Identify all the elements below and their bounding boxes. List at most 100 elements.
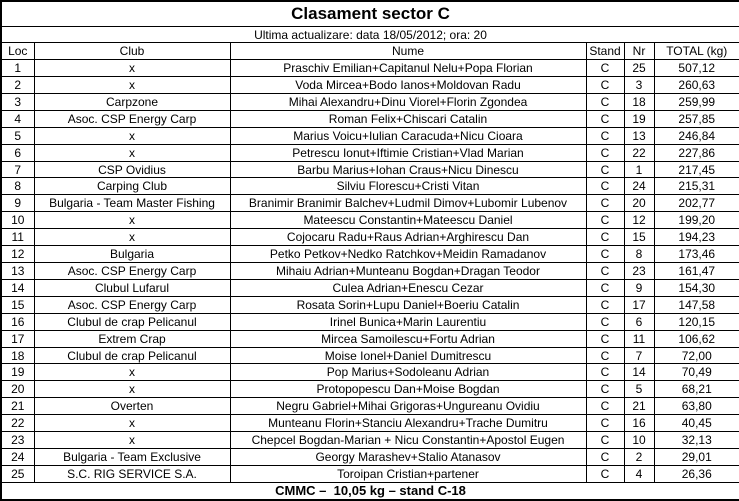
last-update-text: Ultima actualizare: data 18/05/2012; ora… <box>0 26 739 44</box>
nume-cell: Petrescu Ionut+Iftimie Cristian+Vlad Mar… <box>229 143 587 162</box>
nr-cell: 14 <box>623 363 655 382</box>
nr-cell: 12 <box>623 211 655 230</box>
nr-cell: 8 <box>623 245 655 264</box>
nume-cell: Roman Felix+Chiscari Catalin <box>229 109 587 128</box>
table-row: 21 Overten Negru Gabriel+Mihai Grigoras+Un… <box>0 397 739 416</box>
stand-cell: C <box>585 245 625 264</box>
stand-cell: C <box>585 431 625 449</box>
stand-cell: C <box>585 126 625 145</box>
nume-cell: Mateescu Constantin+Mateescu Daniel <box>229 211 587 230</box>
club-cell: CSP Ovidius <box>33 160 231 179</box>
loc-cell: 13 <box>0 262 35 280</box>
stand-cell: C <box>585 363 625 382</box>
loc-cell: 18 <box>0 346 35 365</box>
nr-cell: 18 <box>623 92 655 111</box>
total-cell: 120,15 <box>653 312 739 331</box>
nume-cell: Chepcel Bogdan-Marian + Nicu Constantin+… <box>229 431 587 449</box>
stand-cell: C <box>585 211 625 230</box>
nume-cell: Branimir Branimir Balchev+Ludmil Dimov+L… <box>229 194 587 213</box>
loc-cell: 19 <box>0 363 35 382</box>
total-cell: 70,49 <box>653 363 739 382</box>
table-row: 11 x Cojocaru Radu+Raus Adrian+Arghirescu … <box>0 228 739 247</box>
stand-cell: C <box>585 143 625 162</box>
loc-cell: 16 <box>0 312 35 331</box>
club-cell: Asoc. CSP Energy Carp <box>33 262 231 280</box>
stand-cell: C <box>585 278 625 297</box>
column-header-total: TOTAL (kg) <box>653 42 739 61</box>
total-cell: 147,58 <box>653 295 739 314</box>
loc-cell: 5 <box>0 126 35 145</box>
table-row: 14 Clubul Lufarul Culea Adrian+Enescu Ceza… <box>0 278 739 297</box>
nr-cell: 19 <box>623 109 655 128</box>
nume-cell: Irinel Bunica+Marin Laurentiu <box>229 312 587 331</box>
table-row: 19 x Pop Marius+Sodoleanu Adrian C 14 70,49 <box>0 363 739 382</box>
stand-cell: C <box>585 447 625 466</box>
nr-cell: 15 <box>623 228 655 247</box>
club-cell: Clubul de crap Pelicanul <box>33 312 231 331</box>
nume-cell: Petko Petkov+Nedko Ratchkov+Meidin Ramad… <box>229 245 587 264</box>
club-cell: Carpzone <box>33 92 231 111</box>
loc-cell: 12 <box>0 245 35 264</box>
table-row: 7 CSP Ovidius Barbu Marius+Iohan Craus+Nic… <box>0 160 739 179</box>
table-row: 22 x Munteanu Florin+Stanciu Alexandru+Tra… <box>0 414 739 433</box>
nr-cell: 13 <box>623 126 655 145</box>
table-row: 9 Bulgaria - Team Master Fishing Branimir … <box>0 194 739 213</box>
nr-cell: 2 <box>623 447 655 466</box>
nr-cell: 23 <box>623 262 655 280</box>
total-cell: 68,21 <box>653 380 739 399</box>
total-cell: 246,84 <box>653 126 739 145</box>
table-row: 2 x Voda Mircea+Bodo Ianos+Moldovan Radu C 3… <box>0 76 739 94</box>
table-row: 4 Asoc. CSP Energy Carp Roman Felix+Chisca… <box>0 109 739 128</box>
club-cell: Asoc. CSP Energy Carp <box>33 109 231 128</box>
nume-cell: Negru Gabriel+Mihai Grigoras+Ungureanu O… <box>229 397 587 416</box>
total-cell: 32,13 <box>653 431 739 449</box>
stand-cell: C <box>585 295 625 314</box>
loc-cell: 11 <box>0 228 35 247</box>
stand-cell: C <box>585 59 625 78</box>
loc-cell: 4 <box>0 109 35 128</box>
total-cell: 202,77 <box>653 194 739 213</box>
table-row: 13 Asoc. CSP Energy Carp Mihaiu Adrian+Mun… <box>0 262 739 280</box>
total-cell: 257,85 <box>653 109 739 128</box>
table-row: 3 Carpzone Mihai Alexandru+Dinu Viorel+Flo… <box>0 92 739 111</box>
nume-cell: Mihai Alexandru+Dinu Viorel+Florin Zgond… <box>229 92 587 111</box>
nume-cell: Toroipan Cristian+partener <box>229 464 587 483</box>
loc-cell: 7 <box>0 160 35 179</box>
nume-cell: Pop Marius+Sodoleanu Adrian <box>229 363 587 382</box>
total-cell: 154,30 <box>653 278 739 297</box>
total-cell: 194,23 <box>653 228 739 247</box>
club-cell: Extrem Crap <box>33 329 231 348</box>
nr-cell: 21 <box>623 397 655 416</box>
total-cell: 227,86 <box>653 143 739 162</box>
table-row: 5 x Marius Voicu+Iulian Caracuda+Nicu Cioa… <box>0 126 739 145</box>
nume-cell: Mircea Samoilescu+Fortu Adrian <box>229 329 587 348</box>
loc-cell: 2 <box>0 76 35 94</box>
loc-cell: 23 <box>0 431 35 449</box>
nr-cell: 10 <box>623 431 655 449</box>
club-cell: Carping Club <box>33 177 231 196</box>
stand-cell: C <box>585 464 625 483</box>
nr-cell: 22 <box>623 143 655 162</box>
nume-cell: Moise Ionel+Daniel Dumitrescu <box>229 346 587 365</box>
club-cell: Clubul Lufarul <box>33 278 231 297</box>
stand-cell: C <box>585 397 625 416</box>
nr-cell: 9 <box>623 278 655 297</box>
table-row: 17 Extrem Crap Mircea Samoilescu+Fortu Adr… <box>0 329 739 348</box>
nr-cell: 6 <box>623 312 655 331</box>
club-cell: x <box>33 431 231 449</box>
loc-cell: 14 <box>0 278 35 297</box>
loc-cell: 17 <box>0 329 35 348</box>
column-header-club: Club <box>33 42 231 61</box>
total-cell: 260,63 <box>653 76 739 94</box>
club-cell: x <box>33 211 231 230</box>
page-title: Clasament sector C <box>0 0 739 28</box>
club-cell: x <box>33 76 231 94</box>
loc-cell: 22 <box>0 414 35 433</box>
total-cell: 161,47 <box>653 262 739 280</box>
table-row: 16 Clubul de crap Pelicanul Irinel Bunica+… <box>0 312 739 331</box>
loc-cell: 24 <box>0 447 35 466</box>
club-cell: Clubul de crap Pelicanul <box>33 346 231 365</box>
club-cell: x <box>33 363 231 382</box>
